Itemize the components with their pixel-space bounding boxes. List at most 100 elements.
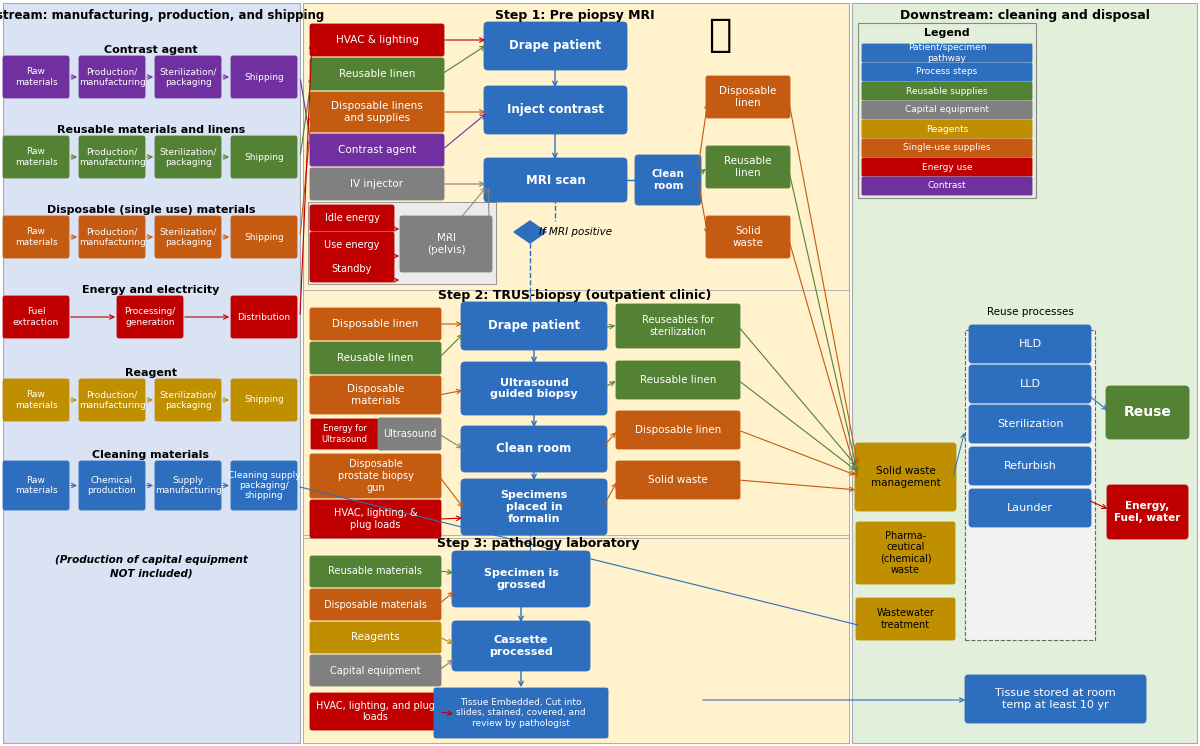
FancyBboxPatch shape: [310, 342, 442, 374]
Text: Production/
manufacturing: Production/ manufacturing: [79, 67, 145, 87]
Text: Cassette
processed: Cassette processed: [490, 635, 553, 656]
FancyBboxPatch shape: [461, 426, 607, 472]
Text: Distribution: Distribution: [238, 313, 290, 322]
Text: Launder: Launder: [1007, 503, 1054, 513]
Text: Reusable linen: Reusable linen: [640, 375, 716, 385]
Text: IV injector: IV injector: [350, 179, 403, 189]
Text: Disposable linen: Disposable linen: [635, 425, 721, 435]
FancyBboxPatch shape: [970, 489, 1091, 527]
Text: Disposable (single use) materials: Disposable (single use) materials: [47, 205, 256, 215]
Text: Capital equipment: Capital equipment: [905, 105, 989, 114]
FancyBboxPatch shape: [310, 92, 444, 132]
FancyBboxPatch shape: [856, 598, 955, 640]
FancyBboxPatch shape: [2, 296, 70, 338]
FancyBboxPatch shape: [79, 216, 145, 258]
FancyBboxPatch shape: [484, 86, 628, 134]
Text: Contrast agent: Contrast agent: [338, 145, 416, 155]
FancyBboxPatch shape: [1108, 485, 1188, 539]
Text: Disposable linen: Disposable linen: [332, 319, 419, 329]
Text: Disposable
prostate biopsy
gun: Disposable prostate biopsy gun: [337, 460, 414, 492]
Text: MRI
(pelvis): MRI (pelvis): [427, 233, 466, 255]
FancyBboxPatch shape: [118, 296, 182, 338]
FancyBboxPatch shape: [706, 146, 790, 188]
Text: Cleaning materials: Cleaning materials: [92, 450, 210, 460]
Text: Disposable
materials: Disposable materials: [347, 384, 404, 406]
FancyBboxPatch shape: [310, 58, 444, 90]
Text: Raw
materials: Raw materials: [14, 390, 58, 410]
Text: Cleaning supply
packaging/
shipping: Cleaning supply packaging/ shipping: [228, 471, 300, 501]
Text: Disposable
linen: Disposable linen: [719, 87, 776, 108]
Text: Raw
materials: Raw materials: [14, 476, 58, 495]
Text: Reusable linen: Reusable linen: [338, 69, 415, 79]
Text: Processing/
generation: Processing/ generation: [125, 307, 175, 327]
Text: Shipping: Shipping: [244, 395, 284, 404]
Text: Legend: Legend: [924, 28, 970, 38]
FancyBboxPatch shape: [302, 290, 850, 535]
FancyBboxPatch shape: [2, 379, 70, 421]
FancyBboxPatch shape: [2, 56, 70, 98]
Text: Solid waste
management: Solid waste management: [871, 466, 941, 488]
Text: Specimen is
grossed: Specimen is grossed: [484, 568, 558, 590]
FancyBboxPatch shape: [378, 418, 442, 450]
FancyBboxPatch shape: [616, 304, 740, 348]
FancyBboxPatch shape: [484, 22, 628, 70]
Text: Upstream: manufacturing, production, and shipping: Upstream: manufacturing, production, and…: [0, 8, 324, 22]
FancyBboxPatch shape: [965, 675, 1146, 723]
Text: Step 2: TRUS-biopsy (outpatient clinic): Step 2: TRUS-biopsy (outpatient clinic): [438, 289, 712, 301]
FancyBboxPatch shape: [155, 56, 221, 98]
Polygon shape: [514, 221, 546, 243]
FancyBboxPatch shape: [970, 365, 1091, 403]
Text: Sterilization/
packaging: Sterilization/ packaging: [160, 67, 217, 87]
Text: LLD: LLD: [1020, 379, 1040, 389]
FancyBboxPatch shape: [310, 500, 442, 538]
Text: Reuse processes: Reuse processes: [986, 307, 1074, 317]
FancyBboxPatch shape: [230, 379, 298, 421]
FancyBboxPatch shape: [616, 411, 740, 449]
Text: (Production of capital equipment: (Production of capital equipment: [54, 555, 247, 565]
Text: Step 1: Pre piopsy MRI: Step 1: Pre piopsy MRI: [496, 8, 655, 22]
Text: Reagents: Reagents: [926, 125, 968, 134]
Text: Fuel
extraction: Fuel extraction: [13, 307, 59, 327]
Text: Tissue stored at room
temp at least 10 yr: Tissue stored at room temp at least 10 y…: [995, 689, 1116, 709]
Text: Standby: Standby: [332, 264, 372, 274]
Text: Single-use supplies: Single-use supplies: [904, 143, 991, 152]
Text: Reusable linen: Reusable linen: [337, 353, 414, 363]
Text: Inject contrast: Inject contrast: [508, 104, 604, 116]
FancyBboxPatch shape: [484, 158, 628, 202]
FancyBboxPatch shape: [310, 376, 442, 414]
Text: Chemical
production: Chemical production: [88, 476, 137, 495]
FancyBboxPatch shape: [2, 136, 70, 178]
Text: Raw
materials: Raw materials: [14, 67, 58, 87]
FancyBboxPatch shape: [970, 405, 1091, 443]
Text: Sterilization/
packaging: Sterilization/ packaging: [160, 147, 217, 166]
Text: Energy and electricity: Energy and electricity: [83, 285, 220, 295]
FancyBboxPatch shape: [310, 256, 394, 282]
Text: Sterilization/
packaging: Sterilization/ packaging: [160, 228, 217, 247]
FancyBboxPatch shape: [858, 23, 1036, 198]
Text: Sterilization/
packaging: Sterilization/ packaging: [160, 390, 217, 410]
FancyBboxPatch shape: [155, 216, 221, 258]
FancyBboxPatch shape: [230, 216, 298, 258]
Text: HVAC, lighting, and plug
loads: HVAC, lighting, and plug loads: [316, 700, 434, 722]
FancyBboxPatch shape: [706, 216, 790, 258]
Text: Reusable materials and linens: Reusable materials and linens: [56, 125, 245, 135]
Text: Wastewater
treatment: Wastewater treatment: [876, 608, 935, 630]
Text: Patient/specimen
pathway: Patient/specimen pathway: [907, 43, 986, 63]
Text: Capital equipment: Capital equipment: [330, 665, 421, 675]
FancyBboxPatch shape: [310, 454, 442, 498]
FancyBboxPatch shape: [970, 447, 1091, 485]
FancyBboxPatch shape: [310, 232, 394, 258]
Text: Solid waste: Solid waste: [648, 475, 708, 485]
FancyBboxPatch shape: [400, 216, 492, 272]
Text: HLD: HLD: [1019, 339, 1042, 349]
Text: Downstream: cleaning and disposal: Downstream: cleaning and disposal: [900, 8, 1150, 22]
FancyBboxPatch shape: [2, 461, 70, 510]
Text: Disposable linens
and supplies: Disposable linens and supplies: [331, 101, 422, 123]
FancyBboxPatch shape: [862, 101, 1032, 119]
FancyBboxPatch shape: [452, 551, 590, 607]
FancyBboxPatch shape: [862, 158, 1032, 176]
Text: Disposable materials: Disposable materials: [324, 600, 427, 609]
FancyBboxPatch shape: [310, 134, 444, 166]
FancyBboxPatch shape: [965, 330, 1096, 640]
FancyBboxPatch shape: [310, 556, 442, 587]
